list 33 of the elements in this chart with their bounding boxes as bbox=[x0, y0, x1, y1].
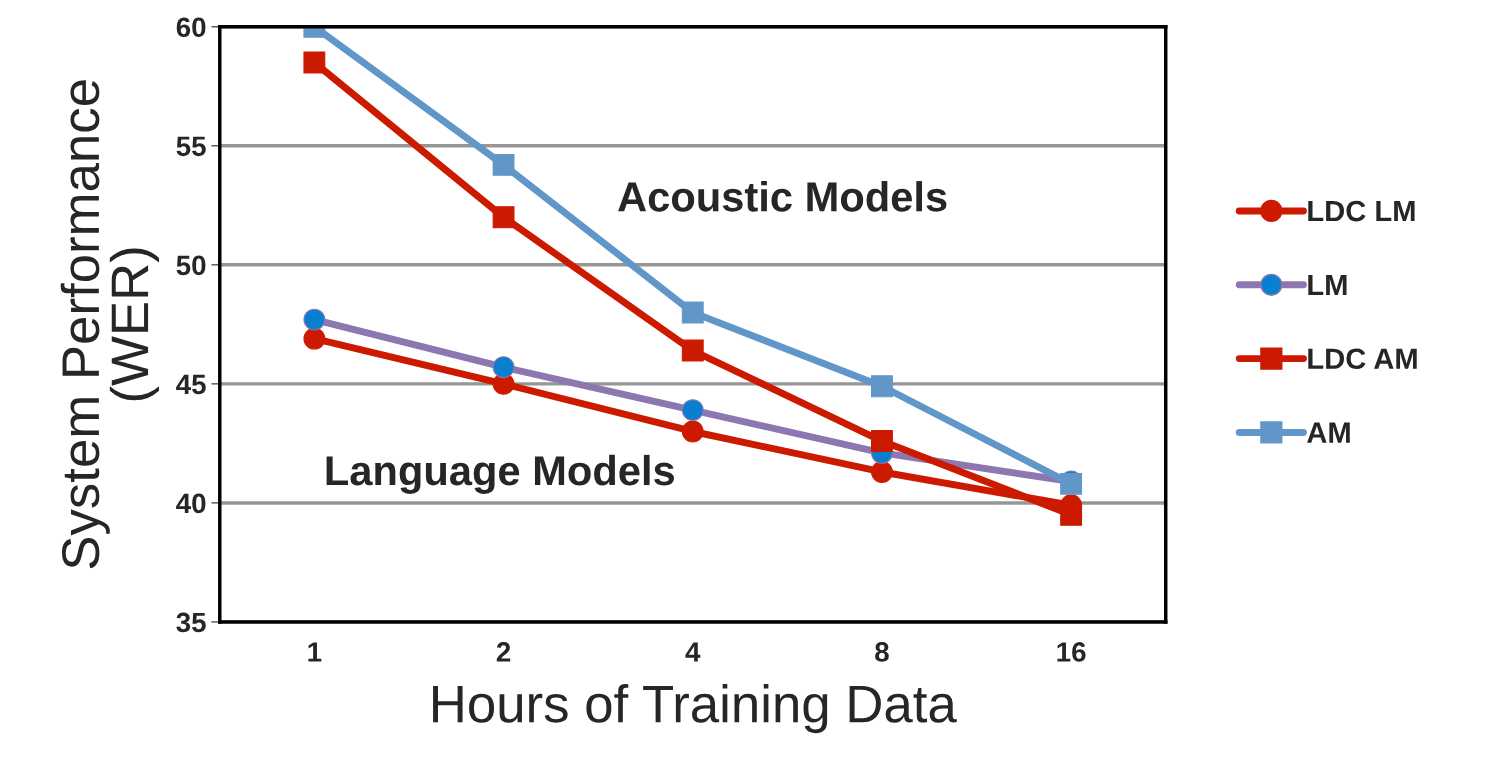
point bbox=[492, 356, 515, 379]
x-axis-title: Hours of Training Data bbox=[433, 683, 957, 734]
point bbox=[303, 308, 326, 331]
x-tick-label: 8 bbox=[875, 642, 889, 662]
point bbox=[492, 153, 515, 176]
point bbox=[871, 430, 893, 452]
point bbox=[871, 375, 893, 398]
point bbox=[1060, 503, 1083, 526]
annotation: Language Models bbox=[326, 454, 675, 494]
x-tick-label: 16 bbox=[1057, 642, 1086, 662]
point bbox=[871, 461, 893, 483]
annotation: Acoustic Models bbox=[618, 181, 947, 212]
legend-label: LM bbox=[1308, 274, 1347, 295]
y-tick-label: 55 bbox=[176, 136, 206, 157]
x-tick-label: 2 bbox=[496, 642, 511, 662]
y-tick-label: 45 bbox=[176, 374, 206, 395]
y-tick-label: 40 bbox=[176, 493, 206, 514]
y-axis-title: System Performance (WER) bbox=[60, 80, 159, 569]
y-tick-label: 35 bbox=[176, 612, 206, 633]
point bbox=[303, 327, 326, 350]
point bbox=[681, 399, 704, 421]
x-tick-label: 4 bbox=[685, 642, 701, 662]
point bbox=[492, 206, 515, 229]
point bbox=[681, 301, 704, 324]
x-tick-label: 1 bbox=[308, 642, 322, 662]
legend-label: AM bbox=[1307, 422, 1350, 443]
legend-label: LDC AM bbox=[1308, 348, 1417, 370]
y-tick-label: 50 bbox=[176, 255, 206, 276]
y-tick-label: 60 bbox=[176, 17, 206, 38]
point bbox=[681, 339, 704, 362]
legend-label: LDC LM bbox=[1308, 200, 1415, 222]
point bbox=[303, 51, 326, 74]
point bbox=[681, 420, 704, 443]
